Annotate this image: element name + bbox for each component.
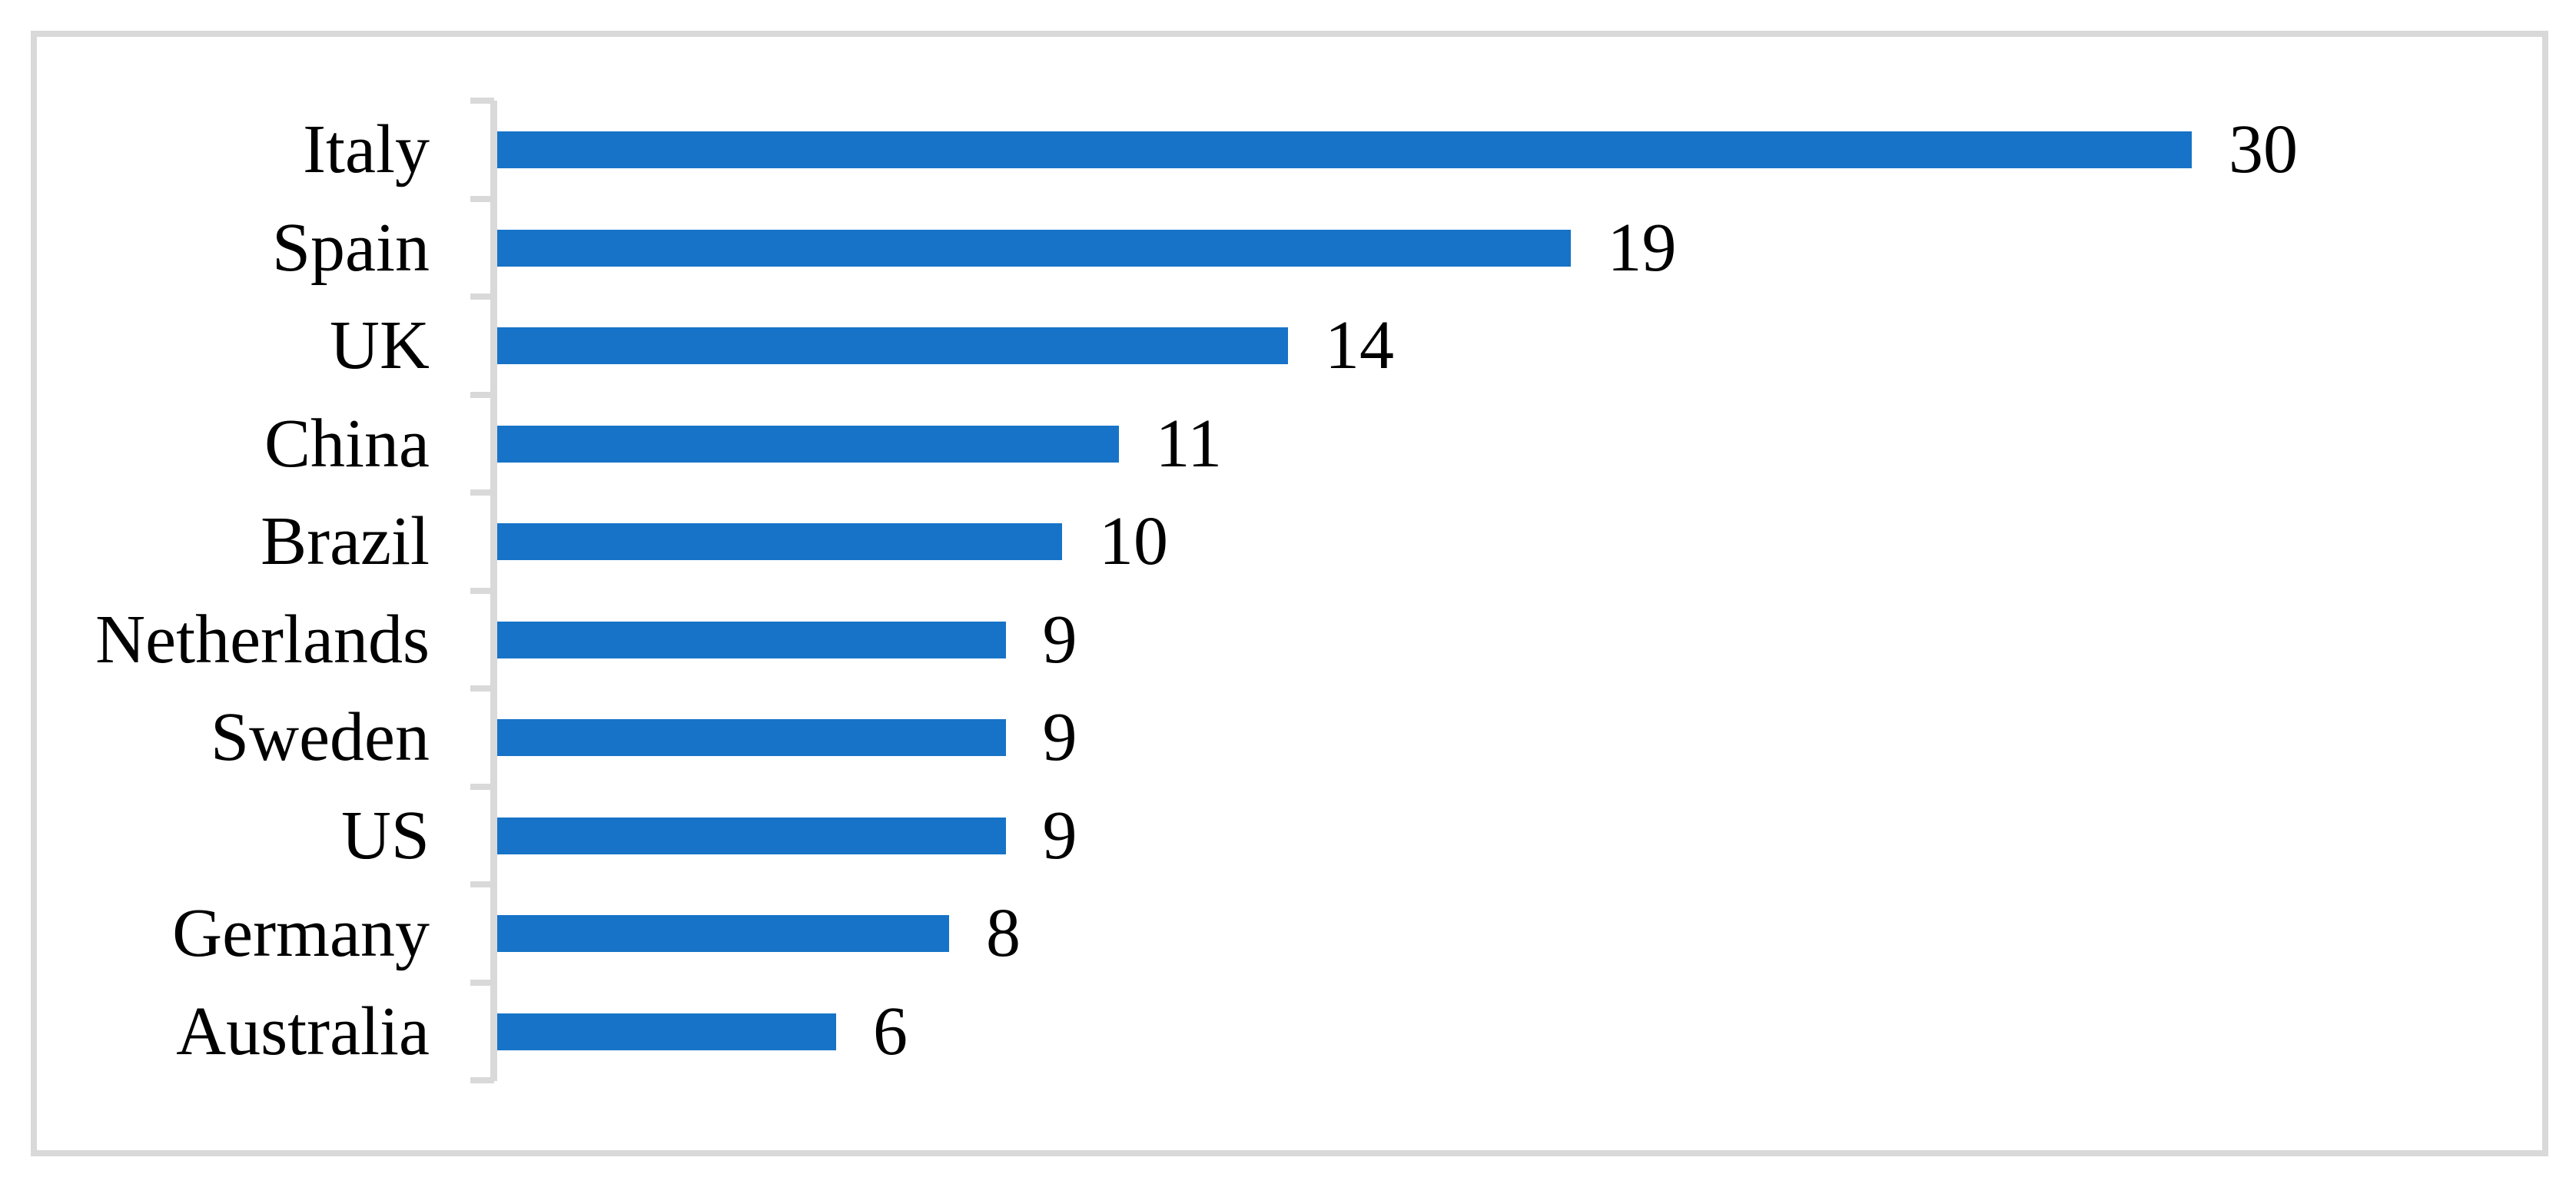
chart-row: Brazil 10 [0, 493, 2576, 591]
value-label: 9 [1042, 601, 1077, 678]
category-label: Brazil [261, 503, 430, 579]
chart-row: Sweden 9 [0, 688, 2576, 787]
axis-tick [470, 1077, 494, 1083]
chart-row: Germany 8 [0, 884, 2576, 983]
category-label: Germany [172, 895, 430, 971]
category-label: Italy [303, 111, 430, 187]
value-label: 8 [986, 895, 1021, 971]
axis-tick [470, 294, 494, 300]
axis-tick [470, 783, 494, 790]
bar [497, 131, 2192, 168]
value-label: 6 [873, 993, 908, 1070]
value-label: 19 [1607, 209, 1677, 286]
axis-tick [470, 391, 494, 398]
axis-tick [470, 979, 494, 986]
category-label: UK [330, 307, 430, 383]
axis-tick [470, 685, 494, 692]
category-label: Sweden [211, 699, 430, 775]
category-label: Australia [176, 993, 430, 1070]
category-label: China [264, 405, 430, 482]
bar [497, 621, 1006, 658]
axis-tick [470, 587, 494, 594]
bar [497, 719, 1006, 756]
chart-row: Spain 19 [0, 199, 2576, 297]
axis-tick [470, 489, 494, 496]
chart-row: Netherlands 9 [0, 591, 2576, 689]
bar [497, 425, 1119, 463]
chart-border [31, 31, 2548, 1156]
category-label: Spain [271, 209, 430, 286]
value-label: 10 [1099, 503, 1168, 579]
value-label: 30 [2229, 111, 2298, 187]
axis-tick [470, 98, 494, 104]
bar [497, 817, 1006, 854]
bar [497, 327, 1288, 364]
axis-tick [470, 195, 494, 202]
chart-row: US 9 [0, 787, 2576, 885]
axis-tick [470, 881, 494, 887]
value-label: 14 [1325, 307, 1394, 383]
chart-row: China 11 [0, 395, 2576, 493]
value-label: 11 [1155, 405, 1223, 482]
bar [497, 1013, 836, 1050]
bar [497, 229, 1571, 267]
category-label: US [340, 797, 430, 874]
value-label: 9 [1042, 699, 1077, 775]
bar [497, 915, 949, 952]
chart-row: Italy 30 [0, 101, 2576, 199]
value-label: 9 [1042, 797, 1077, 874]
chart-row: Australia 6 [0, 983, 2576, 1081]
chart-row: UK 14 [0, 297, 2576, 395]
bar [497, 523, 1062, 560]
category-label: Netherlands [95, 601, 430, 678]
